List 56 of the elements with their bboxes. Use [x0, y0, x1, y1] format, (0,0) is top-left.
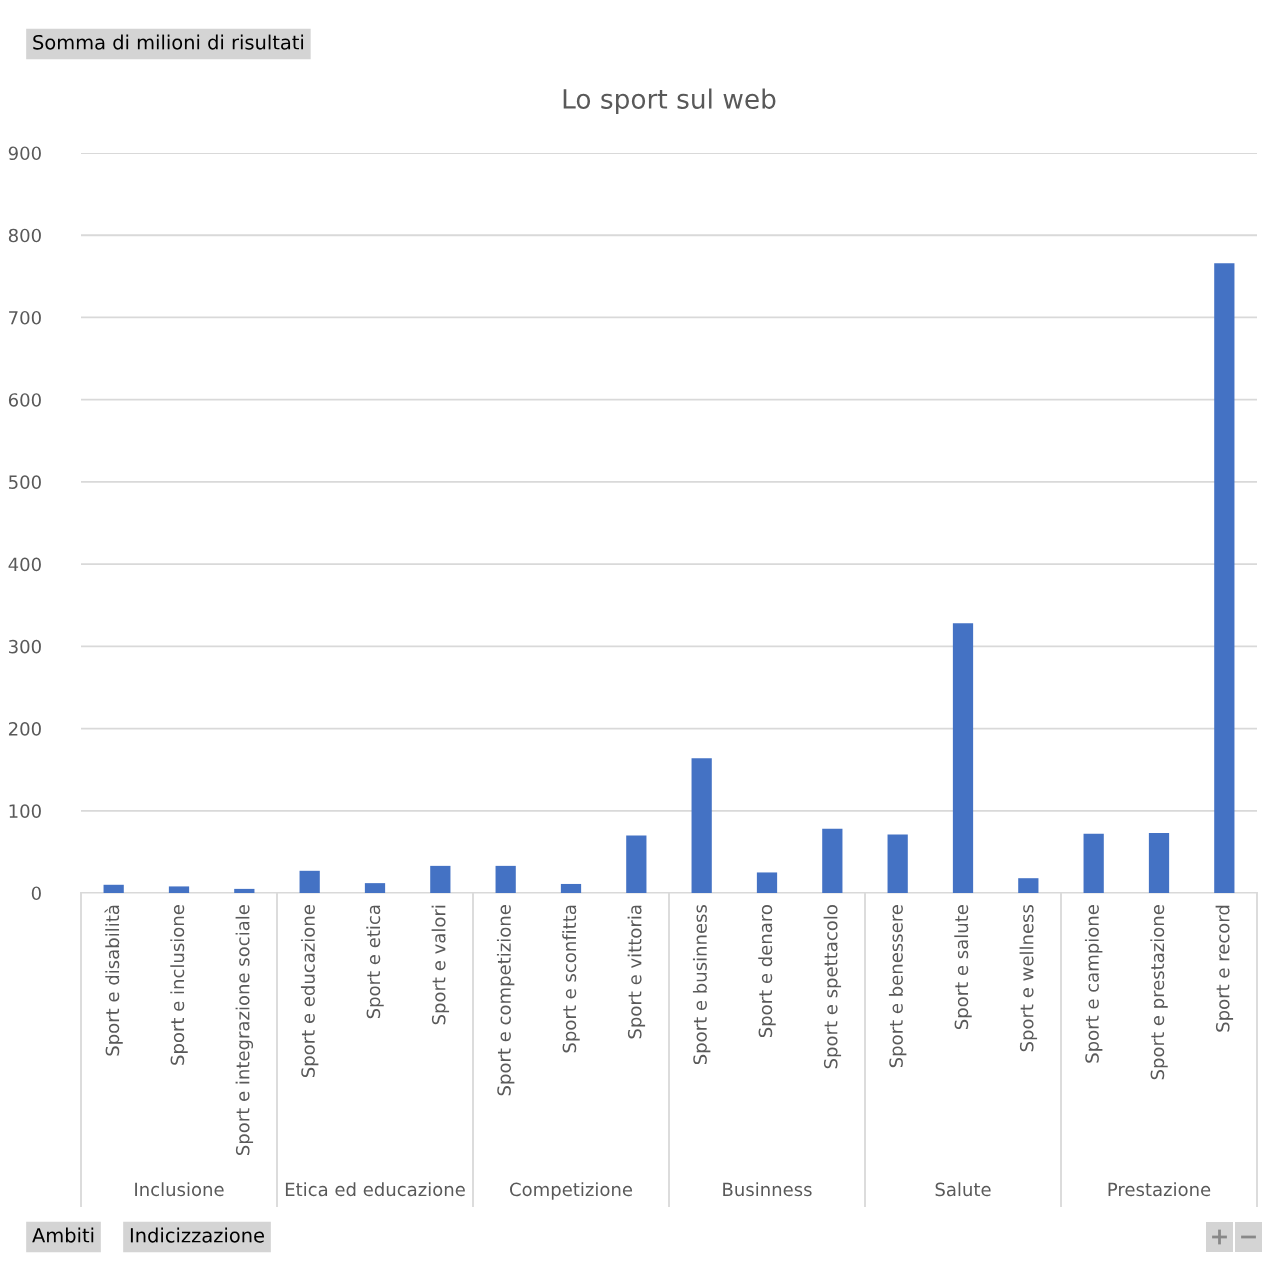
text: Competizione	[510, 1182, 633, 1200]
x-tick-label: Sport e benessere	[888, 905, 907, 1068]
bar	[168, 886, 190, 893]
y-tick-label: 300	[9, 639, 41, 654]
y-tick-label: 500	[9, 475, 41, 490]
bar	[887, 834, 908, 893]
text: Somma di milioni di risultati	[33, 34, 304, 50]
x-tick-label: Sport e spettacolo	[823, 905, 842, 1069]
bar	[952, 623, 974, 893]
y-tick-label: 0	[31, 886, 41, 901]
x-tick-label: Sport e sconfitta	[562, 905, 580, 1053]
x-tick-label: Sport e vittoria	[627, 905, 646, 1039]
bar	[1148, 832, 1170, 893]
x-tick-label: Sport e prestazione	[1150, 905, 1168, 1080]
x-tick-label: Sport e competizione	[496, 905, 515, 1096]
bar	[1018, 878, 1039, 893]
text: Businness	[723, 1182, 812, 1197]
bar	[822, 828, 843, 893]
x-tick-label: Sport e etica	[366, 905, 384, 1019]
x-tick-label: Sport e salute	[954, 905, 972, 1030]
text: Etica ed educazione	[285, 1182, 465, 1197]
bar	[1083, 833, 1104, 893]
y-tick-label: 400	[8, 557, 41, 572]
bar	[234, 888, 255, 893]
bar	[626, 835, 647, 893]
x-tick-label: Sport e educazione	[300, 905, 319, 1078]
y-tick-label: 700	[9, 310, 41, 325]
text: Indicizzazione	[130, 1227, 264, 1243]
bar	[691, 758, 712, 893]
text: Ambiti	[32, 1227, 94, 1243]
x-tick-label: Sport e inclusione	[170, 905, 188, 1065]
text: Salute	[935, 1182, 991, 1197]
x-tick-label: Sport e disabilità	[104, 905, 123, 1056]
bar	[756, 872, 778, 893]
bar	[364, 883, 386, 893]
bar	[495, 865, 516, 893]
text: Prestazione	[1108, 1182, 1211, 1197]
bar	[103, 884, 124, 893]
x-tick-label: Sport e campione	[1084, 905, 1103, 1063]
x-tick-label: Sport e record	[1215, 905, 1234, 1032]
x-tick-label: Sport e valori	[431, 905, 450, 1025]
x-tick-label: Sport e integrazione sociale	[235, 905, 254, 1155]
bar	[299, 870, 320, 893]
x-tick-label: Sport e denaro	[758, 905, 776, 1038]
chart-title: Lo sport sul web	[563, 88, 776, 115]
bar	[1214, 263, 1235, 893]
text: Inclusione	[135, 1182, 224, 1197]
x-tick-label: Sport e businness	[692, 904, 711, 1065]
y-tick-label: 100	[9, 804, 41, 818]
y-tick-label: 200	[8, 722, 41, 736]
bar	[430, 865, 451, 893]
y-tick-label: 600	[8, 393, 41, 407]
y-tick-label: 800	[8, 228, 41, 243]
x-tick-label: Sport e wellness	[1019, 904, 1038, 1052]
bar	[560, 883, 582, 893]
y-tick-label: 900	[8, 146, 41, 161]
